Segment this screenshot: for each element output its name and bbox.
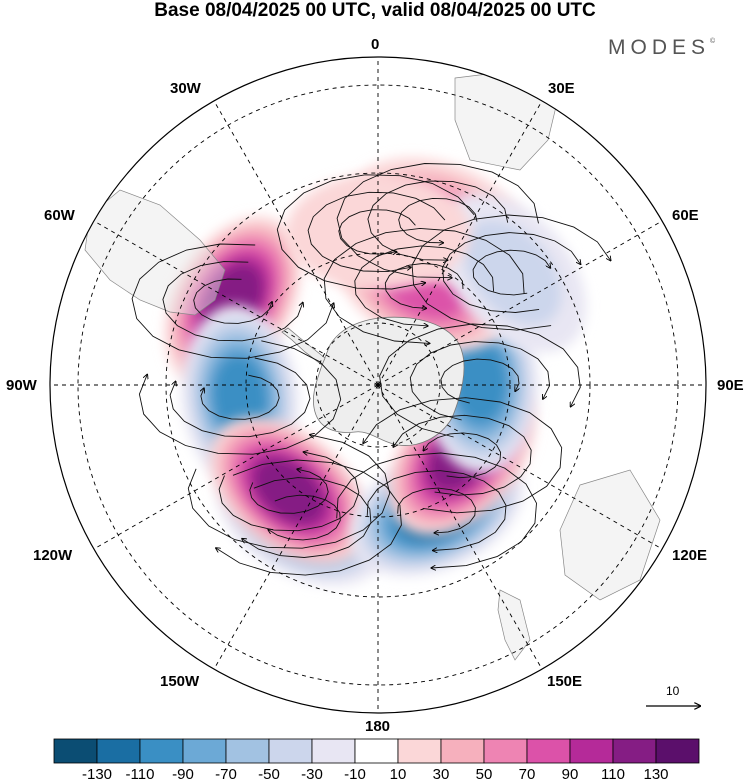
colorbar-swatch xyxy=(397,738,442,764)
lat-circle-80s xyxy=(315,322,441,448)
colorbar-swatch xyxy=(354,738,399,764)
logo-mark: © xyxy=(710,38,716,45)
colorbar-swatch xyxy=(311,738,356,764)
colorbar-tick-label: -10 xyxy=(344,766,366,783)
meridian-line xyxy=(213,384,379,670)
streamline xyxy=(409,341,551,421)
lon-label-150w: 150W xyxy=(160,673,200,690)
streamline xyxy=(201,374,280,420)
lon-label-120w: 120W xyxy=(33,547,73,564)
colorbar-swatch xyxy=(440,738,485,764)
streamline xyxy=(276,174,475,290)
colorbar-swatch xyxy=(569,738,614,764)
colorbar-swatch xyxy=(612,738,657,764)
colorbar-swatch xyxy=(483,738,528,764)
lon-label-60e: 60E xyxy=(672,207,699,224)
streamline xyxy=(411,214,610,331)
streamline xyxy=(216,459,402,576)
meridian-line xyxy=(213,100,379,386)
australia-landmass xyxy=(559,469,661,601)
streamline xyxy=(193,278,272,324)
anomaly-contour xyxy=(462,219,562,326)
streamline xyxy=(307,191,446,273)
colorbar-tick-label: -30 xyxy=(301,766,323,783)
streamline xyxy=(379,323,581,438)
meridian-line xyxy=(377,384,663,550)
south-america-landmass xyxy=(84,189,226,316)
lon-label-90w: 90W xyxy=(6,377,37,394)
streamline xyxy=(363,397,563,514)
streamlines xyxy=(131,163,610,576)
colorbar-tick-label: -130 xyxy=(81,766,113,783)
antarctic-peninsula xyxy=(281,327,326,366)
anomaly-contour xyxy=(253,458,325,524)
colorbar-tick-label: 110 xyxy=(601,766,625,783)
negative-anomaly xyxy=(438,192,586,353)
meridian-line xyxy=(93,384,379,550)
lon-label-120e: 120E xyxy=(672,547,708,564)
streamline xyxy=(354,245,495,326)
lon-label-30w: 30W xyxy=(170,80,201,97)
lon-label-90e: 90E xyxy=(717,377,744,394)
meridian-line xyxy=(377,220,663,386)
modes-logo: MODES© xyxy=(608,36,715,60)
colorbar-tick-label: -90 xyxy=(172,766,194,783)
colorbar-tick-label: -70 xyxy=(215,766,237,783)
colorbar-tick-label: 90 xyxy=(561,766,579,783)
streamline xyxy=(336,163,539,278)
logo-text: MODES xyxy=(608,36,711,59)
map-title: Base 08/04/2025 00 UTC, valid 08/04/2025… xyxy=(154,0,596,21)
colorbar-tick-label: -50 xyxy=(258,766,280,783)
lon-label-150e: 150E xyxy=(547,673,583,690)
streamline xyxy=(442,232,581,313)
map-boundary xyxy=(49,56,707,714)
streamline xyxy=(187,435,391,549)
colorbar-swatch xyxy=(96,738,141,764)
streamline xyxy=(323,227,525,343)
streamline xyxy=(423,432,502,479)
streamline xyxy=(169,357,311,438)
colorbar-tick-label: 10 xyxy=(389,766,407,783)
lon-label-180: 180 xyxy=(365,718,391,735)
lon-label-30e: 30E xyxy=(548,80,575,97)
colorbar-tick-label: 30 xyxy=(432,766,450,783)
colorbar-swatch xyxy=(182,738,227,764)
streamline xyxy=(336,452,537,568)
lon-label-60w: 60W xyxy=(44,207,75,224)
colorbar-swatch xyxy=(139,738,184,764)
streamline xyxy=(162,261,303,342)
colorbar-tick-label: 130 xyxy=(643,766,669,783)
colorbar-swatch xyxy=(526,738,571,764)
reference-vector-label: 10 xyxy=(666,684,680,698)
colorbar-tick-label: -110 xyxy=(125,766,155,783)
streamline xyxy=(138,340,342,455)
streamline xyxy=(268,494,341,541)
streamline xyxy=(472,249,550,296)
streamline xyxy=(131,243,334,359)
meridian-line xyxy=(377,384,543,670)
graticule xyxy=(50,57,706,713)
streamline xyxy=(397,487,476,533)
colorbar-swatch xyxy=(268,738,313,764)
meridian-line xyxy=(377,100,543,386)
streamline xyxy=(338,209,416,254)
lon-label-0: 0 xyxy=(371,36,380,53)
colorbar-swatch xyxy=(225,738,270,764)
positive-anomaly xyxy=(209,417,369,566)
colorbar-tick-label: 50 xyxy=(475,766,493,783)
streamline xyxy=(218,452,360,532)
meridian-line xyxy=(93,220,379,386)
colorbar-swatch xyxy=(655,738,700,764)
streamline xyxy=(393,414,532,496)
streamline xyxy=(249,469,329,514)
streamline xyxy=(440,358,519,404)
colorbar-tick-label: 70 xyxy=(518,766,536,783)
colorbar-swatch xyxy=(53,738,98,764)
streamline xyxy=(366,470,507,551)
